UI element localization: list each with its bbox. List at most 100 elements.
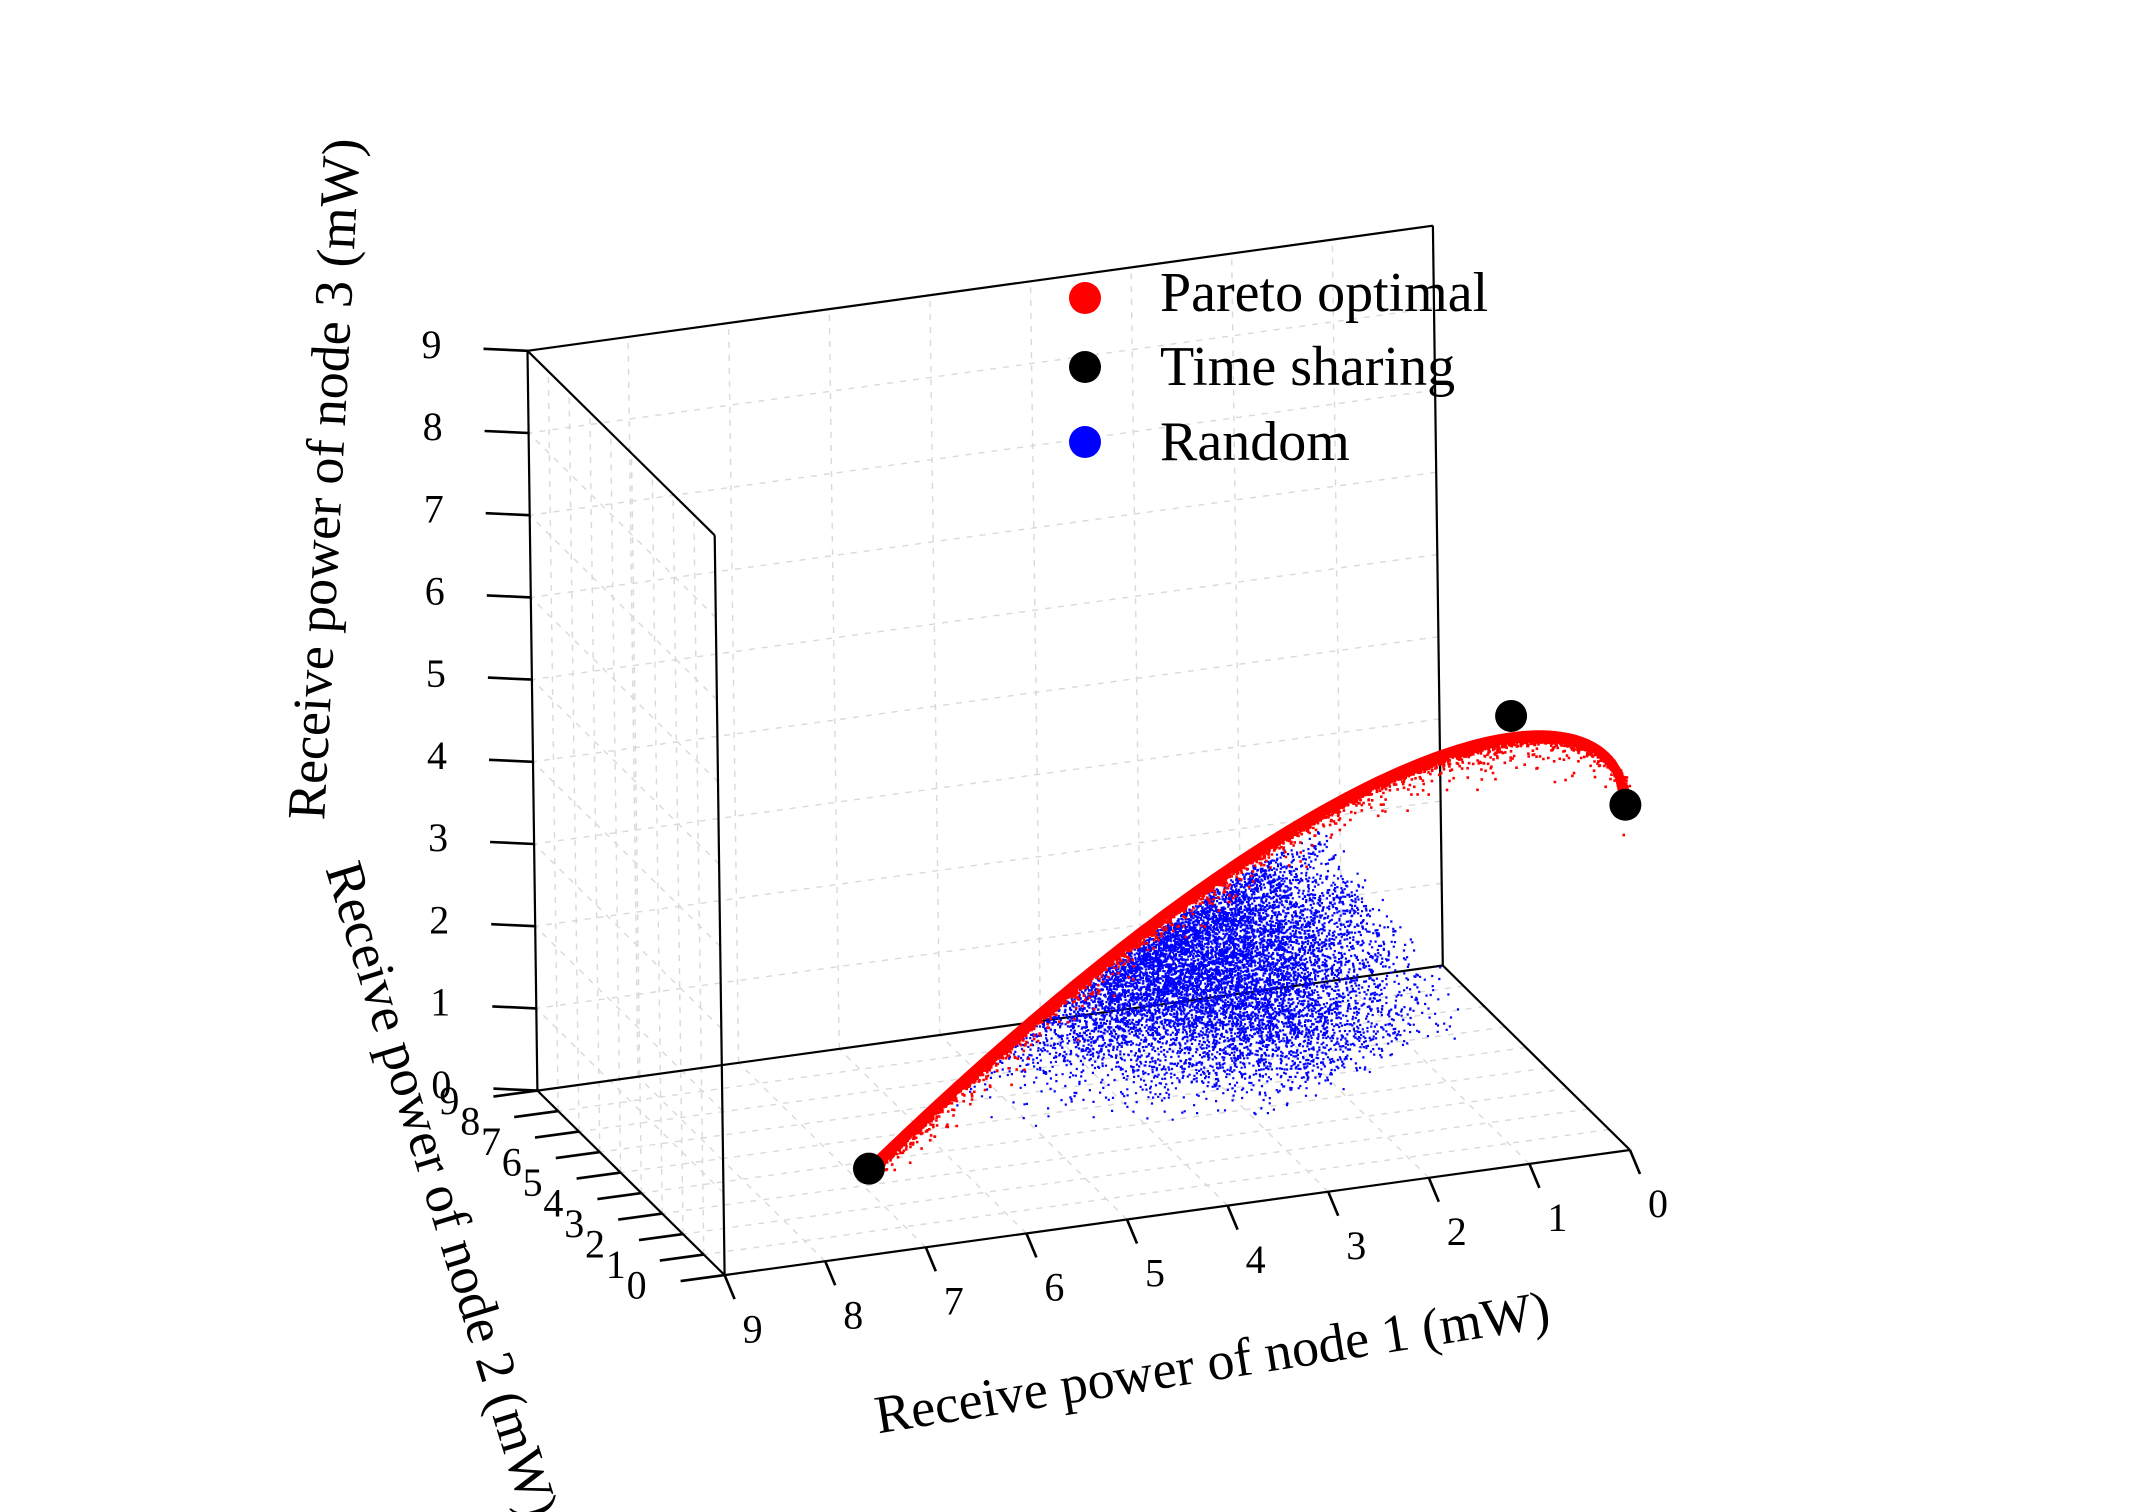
x-tick <box>1025 1232 1038 1258</box>
z-tick <box>493 1087 538 1092</box>
grid-line <box>693 514 705 1255</box>
z-tick-label: 1 <box>430 980 450 1025</box>
y-tick <box>638 1232 684 1242</box>
x-tick-label: 0 <box>1648 1181 1668 1226</box>
grid-line <box>578 1005 1485 1133</box>
grid-line <box>530 471 1437 599</box>
box-edge <box>527 224 1434 352</box>
y-tick <box>659 1253 704 1262</box>
z-tick <box>483 347 528 353</box>
x-tick-label: 4 <box>1246 1237 1266 1282</box>
z-tick-label: 6 <box>425 569 445 614</box>
grid-line <box>529 514 718 701</box>
box-edge <box>526 350 539 1091</box>
y-tick <box>555 1150 600 1160</box>
x-tick <box>1326 1191 1340 1217</box>
y-tick <box>514 1109 559 1119</box>
time-sharing-point-1 <box>1609 788 1642 821</box>
y-tick <box>618 1212 663 1221</box>
y-tick-label: 2 <box>585 1221 605 1266</box>
grid-line <box>568 391 580 1132</box>
x-tick <box>1528 1163 1541 1189</box>
grid-line <box>627 336 639 1077</box>
legend-label-random: Random <box>1160 411 1350 473</box>
y-tick-label: 4 <box>543 1180 563 1225</box>
x-tick-label: 1 <box>1547 1195 1567 1240</box>
x-tick-label: 9 <box>743 1306 763 1351</box>
y-tick-label: 8 <box>460 1098 480 1143</box>
grid-line <box>1039 1020 1229 1207</box>
z-tick <box>485 511 530 517</box>
grid-line <box>536 882 1442 1010</box>
grid-line <box>610 432 622 1173</box>
z-tick-label: 8 <box>423 404 443 449</box>
z-tick <box>484 429 529 435</box>
z-tick <box>486 594 531 599</box>
grid-line <box>531 679 720 865</box>
x-tick <box>723 1274 736 1300</box>
z-tick-label: 5 <box>426 651 446 696</box>
x-tick-label: 3 <box>1346 1223 1366 1268</box>
legend-label-time-sharing: Time sharing <box>1160 336 1455 398</box>
grid-line <box>630 453 643 1194</box>
x-tick <box>1125 1219 1139 1244</box>
legend-marker-time-sharing <box>1069 351 1101 383</box>
z-tick <box>487 676 532 681</box>
grid-line <box>703 1128 1610 1256</box>
time-sharing-point-3 <box>852 1152 885 1185</box>
grid-line <box>1130 267 1142 1008</box>
random-series <box>956 831 1460 1127</box>
box-edge <box>1442 964 1631 1151</box>
box-edge <box>526 350 716 537</box>
grid-line <box>531 553 1438 681</box>
z-tick <box>488 758 534 764</box>
box-edge <box>713 535 726 1276</box>
grid-line <box>529 389 1436 516</box>
grid-line <box>1029 281 1042 1022</box>
grid-line <box>662 1087 1568 1215</box>
box-edge <box>724 1148 1631 1277</box>
grid-line <box>532 761 721 947</box>
z-tick-label: 7 <box>424 486 444 531</box>
grid-line <box>599 1026 1506 1153</box>
pareto-frontier <box>864 730 1630 1174</box>
z-tick <box>492 1005 537 1010</box>
grid-line <box>535 1007 724 1194</box>
grid-line <box>682 1108 1589 1235</box>
grid-line <box>838 1048 1027 1234</box>
y-tick <box>576 1171 621 1180</box>
grid-line <box>1331 239 1343 980</box>
grid-line <box>589 412 601 1153</box>
box-edge <box>536 1089 726 1276</box>
x-tick <box>1628 1149 1642 1175</box>
time-sharing-series <box>852 699 1642 1185</box>
x-tick-label: 8 <box>843 1292 863 1337</box>
y-tick <box>534 1130 580 1139</box>
z-tick-label: 4 <box>427 733 447 778</box>
y-tick-label: 7 <box>481 1119 501 1164</box>
grid-layer <box>528 239 1610 1262</box>
x-tick <box>924 1246 937 1272</box>
grid-line <box>1341 978 1530 1165</box>
grid-line <box>528 432 717 618</box>
grid-line <box>1140 1006 1329 1193</box>
y-tick <box>680 1273 725 1283</box>
grid-line <box>547 371 559 1112</box>
grid-line <box>620 1046 1527 1174</box>
grid-line <box>929 295 941 1036</box>
y-tick-label: 3 <box>564 1201 584 1246</box>
y-tick-label: 6 <box>502 1139 522 1184</box>
x-tick-label: 5 <box>1145 1251 1165 1296</box>
grid-line <box>1231 253 1243 994</box>
z-tick <box>491 922 536 928</box>
random-points <box>956 831 1460 1127</box>
grid-line <box>1241 992 1430 1179</box>
x-tick <box>1226 1205 1239 1231</box>
grid-line <box>533 843 722 1029</box>
grid-line <box>534 925 723 1112</box>
grid-line <box>528 307 1435 434</box>
x-tick-label: 7 <box>944 1278 964 1323</box>
z-tick-label: 9 <box>422 322 442 367</box>
